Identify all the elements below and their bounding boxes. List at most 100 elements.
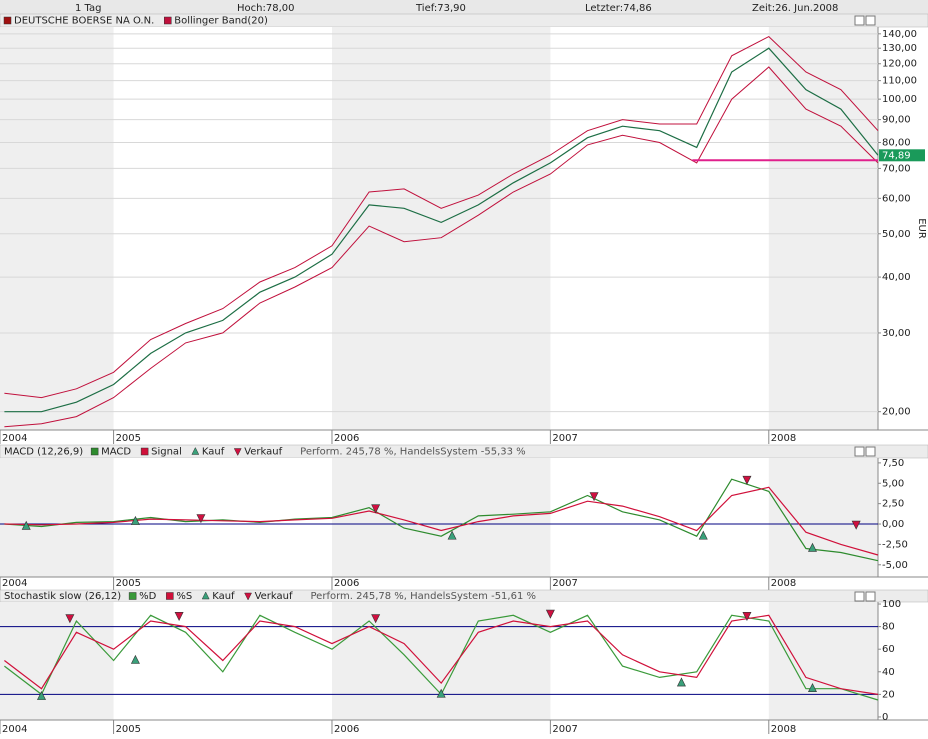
legend-label: %D: [139, 591, 157, 602]
x-tick-label: 2005: [116, 724, 141, 735]
toolbar: [0, 0, 928, 14]
legend-swatch: [140, 447, 149, 456]
sell-marker: [742, 475, 752, 485]
y-tick-label: 0: [882, 712, 888, 723]
sell-marker: [371, 504, 381, 514]
series-line: [4, 486, 879, 556]
sell-marker: [371, 614, 381, 624]
series-line: [4, 47, 879, 413]
legend-swatch: [166, 592, 174, 600]
y-tick-label: 80,00: [882, 137, 911, 148]
sell-marker: [545, 609, 555, 619]
y-tick-label: 40: [882, 667, 895, 678]
x-tick-label: 2007: [552, 724, 577, 735]
panel-button: [854, 15, 865, 26]
year-shade: [331, 27, 551, 430]
toolbar-time: Zeit:26. Jun.2008: [752, 3, 838, 14]
legend-swatch: [201, 591, 210, 600]
buy-marker: [130, 515, 140, 525]
sell-marker: [742, 612, 752, 621]
x-tick-label: 2005: [116, 433, 141, 444]
panel-button: [865, 591, 876, 602]
x-tick-label: 2004: [2, 433, 27, 444]
y-tick-label: 2,50: [882, 499, 904, 510]
legend-swatch: [128, 592, 137, 600]
x-tick-label: 2006: [334, 578, 359, 589]
year-shade: [0, 27, 114, 430]
year-shade: [0, 458, 114, 577]
y-tick-label: -5,00: [882, 560, 908, 571]
toolbar-low: Tief:73,90: [415, 3, 466, 14]
buy-marker: [436, 688, 446, 698]
legend-label: Bollinger Band(20): [174, 16, 268, 27]
x-tick-label: 2005: [116, 578, 141, 589]
toolbar-high: Hoch:78,00: [237, 3, 294, 14]
y-tick-label: 90,00: [882, 115, 911, 126]
buy-marker: [447, 530, 457, 540]
y-tick-label: 120,00: [882, 59, 917, 70]
y-tick-label: 70,00: [882, 163, 911, 174]
sell-marker: [851, 520, 861, 530]
y-axis-label: EUR: [916, 218, 927, 239]
x-tick-label: 2006: [334, 433, 359, 444]
x-tick-label: 2008: [771, 433, 796, 444]
band-upper: [4, 35, 879, 399]
buy-marker: [21, 520, 31, 530]
x-tick-label: 2008: [771, 724, 796, 735]
band-lower: [4, 66, 879, 428]
panel-button: [854, 446, 865, 457]
legend-swatch: [191, 446, 200, 455]
year-shade: [331, 458, 551, 577]
year-shade: [768, 602, 878, 720]
y-tick-label: 100: [882, 599, 901, 610]
legend-swatch: [244, 592, 252, 601]
legend-swatch: [90, 447, 99, 456]
y-tick-label: 60: [882, 644, 895, 655]
sell-marker: [196, 514, 206, 524]
y-tick-label: 130,00: [882, 43, 917, 54]
legend-swatch: [164, 16, 172, 25]
buy-marker: [807, 542, 817, 552]
legend-label: Verkauf: [244, 447, 282, 458]
last-price-tag: [879, 149, 925, 162]
toolbar-period: 1 Tag: [75, 3, 101, 14]
x-tick-label: 2004: [2, 724, 27, 735]
panel-title: MACD (12,26,9): [4, 447, 83, 458]
legend-label: %S: [176, 591, 192, 602]
panel-title: Stochastik slow (26,12): [4, 591, 121, 602]
legend-label: Signal: [151, 447, 182, 458]
last-price-label: 74,89: [882, 150, 911, 161]
y-tick-label: 140,00: [882, 29, 917, 40]
legend-label: Kauf: [212, 591, 235, 602]
x-tick-label: 2007: [552, 578, 577, 589]
panel-button: [865, 446, 876, 457]
series-line: [4, 614, 879, 695]
x-tick-label: 2008: [771, 578, 796, 589]
x-tick-label: 2007: [552, 433, 577, 444]
y-tick-label: 5,00: [882, 478, 904, 489]
y-tick-label: 40,00: [882, 272, 911, 283]
y-tick-label: 60,00: [882, 193, 911, 204]
buy-marker: [807, 683, 817, 693]
year-shade: [768, 27, 878, 430]
y-tick-label: 50,00: [882, 229, 911, 240]
y-tick-label: 7,50: [882, 458, 904, 469]
buy-marker: [698, 530, 708, 540]
legend-label: MACD: [101, 447, 131, 458]
legend-label: Verkauf: [255, 591, 293, 602]
legend-label: Kauf: [202, 447, 225, 458]
buy-marker: [37, 690, 46, 700]
y-tick-label: 30,00: [882, 328, 911, 339]
buy-marker: [130, 654, 140, 664]
y-tick-label: 100,00: [882, 94, 917, 105]
x-tick-label: 2004: [2, 578, 27, 589]
y-tick-label: -2,50: [882, 539, 908, 550]
y-tick-label: 80: [882, 622, 895, 633]
sell-marker: [65, 614, 75, 624]
sell-marker: [589, 492, 599, 502]
year-shade: [331, 602, 551, 720]
y-tick-label: 20: [882, 689, 895, 700]
legend-label: DEUTSCHE BOERSE NA O.N.: [14, 16, 154, 27]
x-tick-label: 2006: [334, 724, 359, 735]
